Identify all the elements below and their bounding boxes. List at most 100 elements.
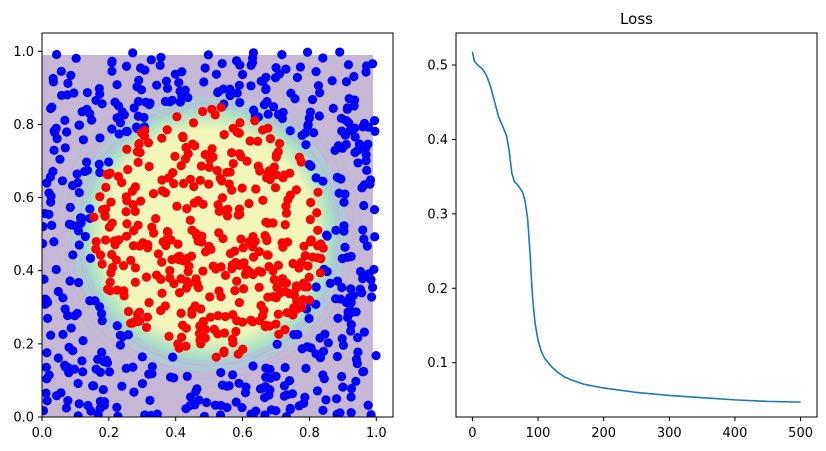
scatter-point	[264, 261, 274, 272]
scatter-point	[74, 188, 84, 198]
scatter-point	[306, 343, 316, 353]
scatter-point	[178, 178, 189, 189]
scatter-point	[270, 183, 281, 193]
scatter-point	[130, 206, 140, 217]
scatter-point	[144, 99, 154, 110]
scatter-point	[172, 201, 182, 211]
scatter-point	[87, 115, 97, 125]
scatter-point	[47, 220, 57, 230]
scatter-point	[216, 102, 226, 112]
scatter-point	[67, 180, 78, 191]
scatter-point	[85, 204, 95, 214]
scatter-point	[65, 276, 75, 286]
scatter-point	[331, 294, 341, 304]
scatter-point	[174, 288, 185, 298]
scatter-point	[107, 66, 117, 76]
scatter-point	[280, 220, 290, 230]
scatter-point	[187, 309, 197, 319]
x-tick-label: 0	[468, 426, 476, 441]
scatter-point	[83, 400, 93, 411]
scatter-point	[280, 362, 290, 373]
scatter-point	[370, 126, 380, 136]
scatter-point	[343, 60, 354, 70]
scatter-point	[66, 70, 76, 80]
scatter-point	[103, 157, 114, 167]
scatter-point	[70, 311, 80, 321]
y-tick-label: 0.4	[13, 264, 34, 279]
scatter-point	[173, 339, 183, 349]
scatter-point	[336, 174, 346, 184]
scatter-point	[100, 235, 111, 245]
scatter-point	[269, 274, 279, 285]
scatter-point	[196, 161, 206, 171]
scatter-point	[358, 273, 368, 284]
scatter-point	[191, 274, 201, 284]
scatter-point	[234, 128, 244, 138]
scatter-point	[174, 78, 184, 88]
scatter-point	[349, 123, 360, 133]
scatter-point	[219, 346, 229, 356]
scatter-point	[205, 312, 216, 322]
scatter-point	[144, 297, 154, 308]
scatter-point	[285, 190, 295, 200]
scatter-point	[277, 274, 288, 284]
scatter-point	[206, 244, 216, 254]
scatter-point	[254, 282, 264, 292]
scatter-point	[251, 184, 261, 194]
scatter-point	[149, 228, 159, 238]
scatter-point	[51, 49, 62, 60]
scatter-point	[370, 232, 380, 242]
scatter-point	[126, 318, 136, 328]
scatter-point	[68, 250, 78, 260]
scatter-point	[348, 290, 358, 301]
scatter-point	[343, 307, 353, 317]
scatter-point	[293, 329, 303, 340]
scatter-point	[318, 370, 328, 380]
scatter-point	[78, 135, 89, 145]
scatter-point	[291, 281, 302, 291]
scatter-point	[355, 284, 365, 294]
scatter-point	[80, 231, 90, 242]
scatter-point	[123, 306, 134, 317]
scatter-point	[190, 400, 200, 410]
scatter-point	[213, 329, 223, 339]
scatter-point	[186, 251, 197, 261]
scatter-point	[358, 122, 368, 132]
scatter-point	[170, 69, 180, 79]
scatter-point	[146, 410, 156, 417]
scatter-point	[62, 127, 72, 137]
scatter-point	[122, 126, 132, 137]
scatter-point	[182, 371, 192, 381]
scatter-point	[311, 282, 321, 292]
scatter-point	[232, 88, 242, 98]
scatter-point	[303, 261, 313, 271]
scatter-point	[91, 244, 101, 254]
scatter-point	[318, 53, 328, 63]
scatter-point	[168, 168, 178, 178]
scatter-point	[257, 311, 268, 321]
scatter-point	[277, 113, 288, 124]
scatter-point	[230, 285, 240, 296]
scatter-point	[97, 259, 107, 269]
scatter-point	[349, 71, 359, 82]
scatter-point	[201, 397, 212, 408]
scatter-point	[246, 81, 256, 91]
scatter-point	[58, 293, 68, 303]
scatter-point	[358, 367, 368, 377]
scatter-point	[157, 288, 167, 298]
scatter-point	[238, 284, 249, 294]
scatter-point	[151, 213, 161, 224]
x-tick-label: 500	[788, 426, 813, 441]
scatter-point	[309, 128, 319, 138]
scatter-point	[304, 313, 314, 324]
scatter-point	[246, 60, 256, 70]
scatter-point	[253, 136, 263, 146]
scatter-point	[60, 115, 70, 125]
scatter-point	[94, 159, 104, 169]
scatter-point	[122, 231, 132, 241]
scatter-point	[305, 107, 316, 117]
y-tick-label: 0.3	[427, 207, 448, 222]
scatter-point	[280, 286, 290, 297]
scatter-point	[53, 286, 63, 297]
scatter-point	[60, 304, 70, 314]
